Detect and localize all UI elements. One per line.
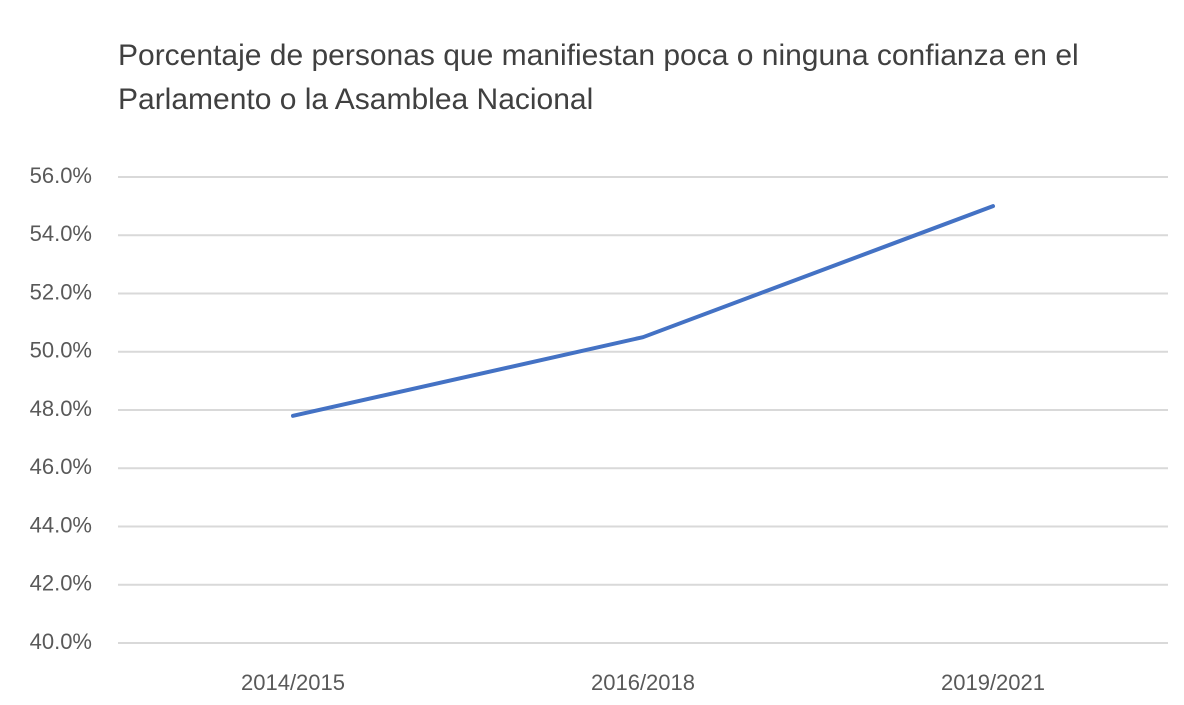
x-tick-label: 2019/2021 <box>941 670 1045 695</box>
chart-title: Porcentaje de personas que manifiestan p… <box>118 39 1079 116</box>
y-tick-label: 48.0% <box>30 396 92 421</box>
y-tick-label: 56.0% <box>30 163 92 188</box>
y-tick-label: 50.0% <box>30 338 92 363</box>
y-tick-label: 52.0% <box>30 279 92 304</box>
data-line <box>291 204 995 418</box>
x-tick-label: 2016/2018 <box>591 670 695 695</box>
x-tick-label: 2014/2015 <box>241 670 345 695</box>
y-tick-label: 54.0% <box>30 221 92 246</box>
y-tick-label: 46.0% <box>30 454 92 479</box>
y-tick-label: 44.0% <box>30 512 92 537</box>
y-tick-label: 40.0% <box>30 629 92 654</box>
y-tick-label: 42.0% <box>30 571 92 596</box>
